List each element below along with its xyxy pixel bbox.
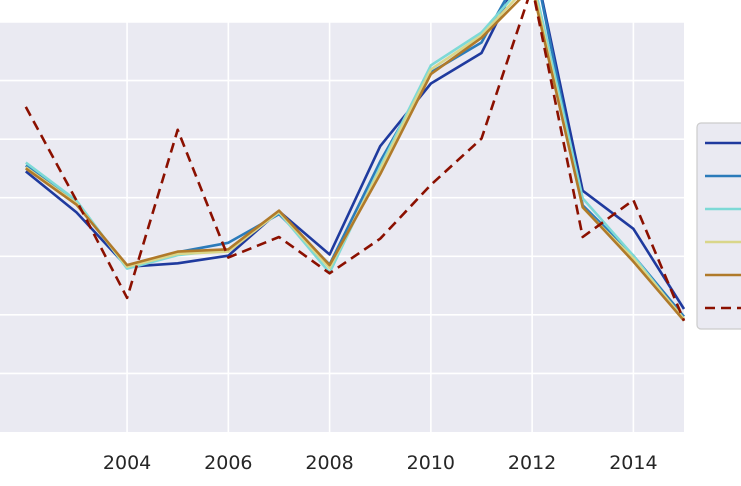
legend-box — [696, 122, 741, 330]
x-tick-label: 2012 — [508, 452, 556, 474]
x-tick-label: 2014 — [609, 452, 657, 474]
x-tick-label: 2010 — [407, 452, 455, 474]
legend — [696, 122, 741, 330]
legend-entries — [705, 141, 741, 310]
x-tick-labels: 2004 2006 2008 2010 2012 2014 — [103, 452, 658, 474]
series-lines — [24, 0, 686, 322]
x-tick-label: 2004 — [103, 452, 151, 474]
series-line-6 — [24, 0, 686, 322]
x-tick-label: 2006 — [204, 452, 252, 474]
series-line-5 — [25, 0, 685, 322]
x-tick-label: 2008 — [305, 452, 353, 474]
